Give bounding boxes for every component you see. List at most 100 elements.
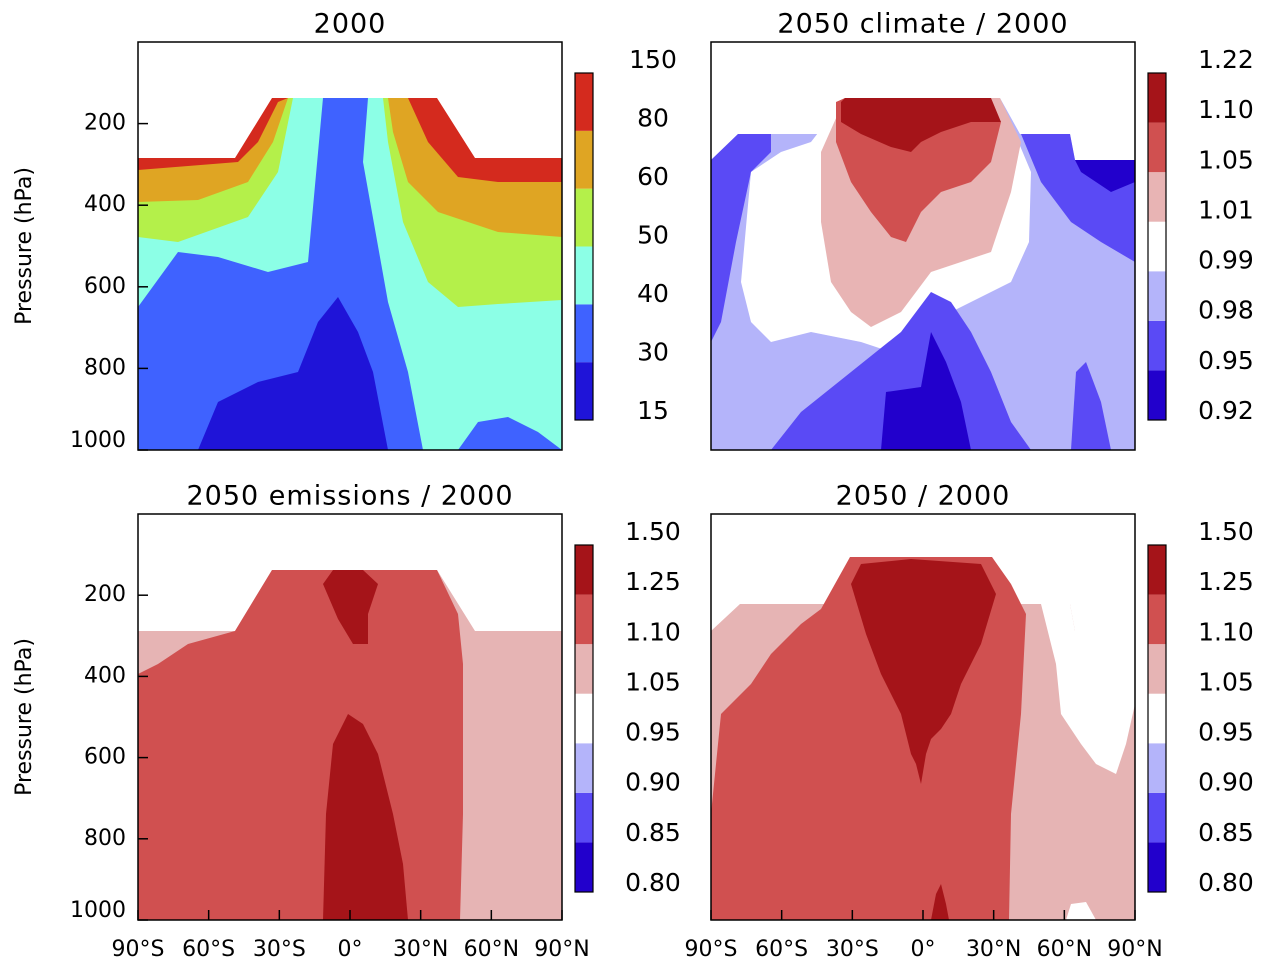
colorbar-band — [1148, 172, 1166, 222]
colorbar-label: 50 — [637, 221, 669, 250]
x-tick-label: 30°S — [826, 937, 879, 962]
colorbar-label: 15 — [637, 396, 669, 425]
colorbar-label: 0.85 — [625, 818, 681, 847]
x-tick-label: 90°N — [534, 937, 589, 962]
contour-region — [881, 332, 971, 450]
colorbar-band — [575, 73, 593, 131]
x-tick-label: 30°N — [966, 937, 1021, 962]
colorbar-band — [575, 693, 593, 744]
colorbar-label: 0.90 — [625, 768, 681, 797]
colorbar-label: 0.95 — [1198, 346, 1254, 375]
colorbar-label: 1.10 — [1198, 95, 1254, 124]
contour-region — [458, 417, 562, 450]
colorbar-label: 30 — [637, 338, 669, 367]
colorbar-band — [1148, 594, 1166, 645]
colorbar-band — [575, 130, 593, 189]
colorbar-label: 0.98 — [1198, 296, 1254, 325]
x-tick-label: 60°N — [464, 937, 519, 962]
colorbar-band — [575, 743, 593, 793]
colorbar-band — [1148, 792, 1166, 843]
colorbar-band — [575, 594, 593, 645]
contour-fill — [138, 98, 562, 450]
colorbar-label: 1.05 — [1198, 667, 1254, 696]
colorbar-frame — [574, 544, 594, 893]
x-tick-label: 0° — [338, 937, 363, 962]
y-tick-label: 600 — [84, 274, 126, 299]
colorbar-band — [575, 362, 593, 420]
x-tick-label: 60°N — [1037, 937, 1092, 962]
plot-frame — [137, 41, 563, 451]
colorbar-label: 60 — [637, 162, 669, 191]
colorbar-band — [1148, 842, 1166, 892]
y-tick-label: 200 — [84, 582, 126, 607]
colorbar-band — [575, 842, 593, 892]
colorbar-frame — [1147, 544, 1167, 893]
colorbar-band — [1148, 545, 1166, 595]
contour-region — [323, 570, 378, 644]
contour-region — [1066, 902, 1096, 920]
y-axis-label: Pressure (hPa) — [12, 638, 37, 796]
colorbar-label: 1.10 — [625, 617, 681, 646]
x-tick-label: 0° — [911, 937, 936, 962]
panel-title: 2050 / 2000 — [836, 481, 1011, 512]
y-tick-label: 600 — [84, 745, 126, 770]
x-tick-label: 90°S — [685, 937, 738, 962]
colorbar-frame — [574, 72, 594, 421]
colorbar-label: 40 — [637, 279, 669, 308]
colorbar-label: 0.80 — [1198, 868, 1254, 897]
contour-region — [931, 884, 949, 920]
colorbar-band — [1148, 221, 1166, 272]
colorbar-band — [1148, 644, 1166, 694]
colorbar-label: 80 — [637, 104, 669, 133]
colorbar-label: 150 — [629, 45, 677, 74]
x-tick-label: 90°S — [112, 937, 165, 962]
colorbar-label: 1.25 — [1198, 567, 1254, 596]
colorbar-frame — [1147, 72, 1167, 421]
contour-region — [323, 714, 408, 920]
colorbar-band — [1148, 320, 1166, 371]
colorbar-label: 0.99 — [1198, 246, 1254, 275]
contour-region — [771, 292, 1031, 450]
panel-title: 2050 climate / 2000 — [777, 9, 1068, 40]
x-tick-label: 30°N — [393, 937, 448, 962]
colorbar-label: 0.92 — [1198, 396, 1254, 425]
colorbar-band — [1148, 743, 1166, 793]
colorbar-band — [1148, 73, 1166, 123]
colorbar-label: 1.10 — [1198, 617, 1254, 646]
colorbar-label: 1.05 — [1198, 145, 1254, 174]
y-tick-label: 400 — [84, 663, 126, 688]
colorbar-band — [1148, 122, 1166, 173]
contour-fill — [711, 98, 1135, 450]
contour-region — [1041, 604, 1135, 774]
contour-fill — [711, 557, 1135, 920]
colorbar-band — [1148, 370, 1166, 420]
colorbar-band — [575, 246, 593, 305]
colorbar-label: 1.01 — [1198, 195, 1254, 224]
y-tick-label: 400 — [84, 192, 126, 217]
colorbar-band — [575, 644, 593, 694]
plot-frame — [710, 41, 1136, 451]
contour-region — [711, 134, 771, 342]
colorbar-label: 1.05 — [625, 667, 681, 696]
contour-region — [1075, 160, 1135, 192]
colorbar-label: 0.85 — [1198, 818, 1254, 847]
y-tick-label: 800 — [84, 355, 126, 380]
colorbar-label: 1.50 — [625, 517, 681, 546]
colorbar-label: 1.22 — [1198, 45, 1254, 74]
x-tick-label: 60°S — [755, 937, 808, 962]
contour-region — [851, 559, 996, 784]
x-tick-label: 30°S — [253, 937, 306, 962]
colorbar-label: 0.95 — [625, 718, 681, 747]
colorbar-label: 0.95 — [1198, 718, 1254, 747]
y-tick-label: 1000 — [70, 428, 126, 453]
contour-region — [198, 297, 388, 450]
contour-region — [841, 98, 1001, 152]
y-tick-label: 800 — [84, 826, 126, 851]
colorbar-band — [575, 188, 593, 247]
colorbar-label: 0.80 — [625, 868, 681, 897]
contour-fill — [138, 570, 562, 920]
panel-title: 2050 emissions / 2000 — [186, 481, 513, 512]
x-tick-label: 90°N — [1107, 937, 1162, 962]
colorbar-band — [1148, 693, 1166, 744]
